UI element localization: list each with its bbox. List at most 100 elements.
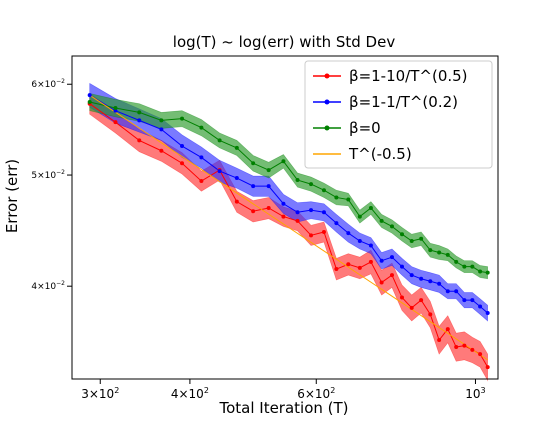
data-point-series-2 (234, 145, 239, 150)
data-point-series-1 (485, 311, 490, 316)
data-point-series-0 (251, 209, 256, 214)
x-axis-ticks: 3×102 4×102 6×102 103 (81, 379, 486, 401)
data-point-series-2 (400, 232, 404, 237)
data-point-series-0 (470, 347, 475, 352)
data-point-series-0 (180, 161, 185, 166)
data-point-series-0 (159, 148, 164, 153)
std-dev-bands (89, 82, 488, 382)
data-point-series-1 (389, 255, 394, 260)
y-tick-label: 4×10−2 (31, 280, 65, 292)
data-point-series-0 (334, 267, 339, 272)
data-point-series-2 (357, 214, 362, 219)
legend: β=1-10/T^(0.5) β=1-1/T^(0.2) β=0 T^(-0.5) (304, 60, 493, 169)
data-point-series-1 (295, 210, 300, 215)
series-markers (87, 93, 490, 370)
data-point-series-1 (462, 298, 467, 303)
data-point-series-2 (470, 264, 475, 269)
y-tick-label: 5×10−2 (31, 169, 65, 181)
data-point-series-0 (281, 214, 286, 219)
data-point-series-2 (445, 252, 450, 257)
data-point-series-0 (462, 343, 467, 348)
data-point-series-1 (400, 264, 404, 269)
data-point-series-0 (357, 265, 362, 270)
data-point-series-0 (368, 259, 373, 264)
data-point-series-0 (137, 138, 142, 143)
data-point-series-2 (281, 159, 286, 164)
data-point-series-1 (419, 276, 424, 281)
data-point-series-1 (87, 93, 92, 98)
data-point-series-0 (445, 327, 450, 332)
legend-marker (324, 73, 330, 79)
data-point-series-1 (368, 243, 373, 248)
data-point-series-2 (321, 188, 326, 193)
x-tick-label: 103 (465, 386, 485, 401)
data-point-series-2 (87, 99, 92, 104)
data-point-series-2 (485, 270, 490, 275)
x-tick-label: 3×102 (81, 386, 119, 401)
data-point-series-0 (400, 295, 404, 300)
data-point-series-0 (266, 205, 271, 210)
legend-label: T^(-0.5) (348, 145, 412, 163)
data-point-series-0 (295, 218, 300, 223)
legend-marker (324, 125, 330, 131)
data-point-series-1 (137, 118, 142, 123)
data-point-series-2 (368, 205, 373, 210)
data-point-series-2 (454, 259, 459, 264)
data-point-series-1 (357, 238, 362, 243)
legend-label: β=1-10/T^(0.5) (349, 67, 468, 85)
data-point-series-2 (389, 224, 394, 229)
data-point-series-0 (379, 280, 384, 285)
y-axis-label: Error (err) (3, 159, 21, 233)
data-point-series-1 (334, 221, 339, 226)
y-tick-label: 6×10−2 (31, 78, 65, 90)
y-axis-ticks: 4×10−2 5×10−2 6×10−2 (31, 78, 72, 292)
data-point-series-1 (428, 279, 433, 284)
data-point-series-2 (217, 138, 222, 143)
data-point-series-1 (266, 184, 271, 189)
data-point-series-1 (159, 127, 164, 132)
legend-marker (324, 99, 330, 105)
data-point-series-2 (379, 218, 384, 223)
x-axis-label: Total Iteration (T) (218, 399, 348, 417)
data-point-series-2 (137, 110, 142, 115)
chart-title: log(T) ~ log(err) with Std Dev (173, 33, 396, 51)
data-point-series-0 (346, 262, 351, 267)
data-point-series-2 (113, 106, 118, 111)
data-point-series-1 (379, 258, 384, 263)
data-point-series-1 (217, 169, 222, 174)
data-point-series-2 (334, 195, 339, 200)
data-point-series-1 (199, 155, 204, 160)
x-tick-label: 4×102 (171, 386, 209, 401)
data-point-series-2 (437, 250, 442, 255)
data-point-series-1 (437, 281, 442, 286)
legend-box (304, 60, 493, 169)
legend-label: β=1-1/T^(0.2) (349, 93, 458, 111)
x-tick-label: 6×102 (297, 386, 335, 401)
data-point-series-2 (199, 125, 204, 130)
std-band-series-2 (89, 93, 488, 280)
data-point-series-0 (199, 179, 204, 184)
data-point-series-0 (485, 365, 490, 370)
data-point-series-1 (180, 144, 185, 149)
data-point-series-2 (251, 161, 256, 166)
data-point-series-0 (419, 298, 424, 303)
data-point-series-0 (389, 273, 394, 278)
data-point-series-1 (251, 184, 256, 189)
data-point-series-2 (478, 269, 483, 274)
data-point-series-0 (309, 233, 314, 238)
axes-frame (71, 55, 499, 380)
series-line-3 (89, 94, 488, 361)
data-point-series-2 (428, 248, 433, 253)
data-point-series-0 (454, 345, 459, 350)
data-point-series-0 (321, 229, 326, 234)
data-point-series-1 (346, 231, 351, 236)
data-point-series-1 (281, 201, 286, 206)
data-point-series-0 (428, 312, 433, 317)
data-point-series-2 (309, 182, 314, 187)
data-point-series-2 (409, 238, 414, 243)
data-point-series-2 (462, 264, 467, 269)
data-point-series-1 (409, 273, 414, 278)
data-point-series-1 (454, 289, 459, 294)
data-point-series-2 (295, 178, 300, 183)
